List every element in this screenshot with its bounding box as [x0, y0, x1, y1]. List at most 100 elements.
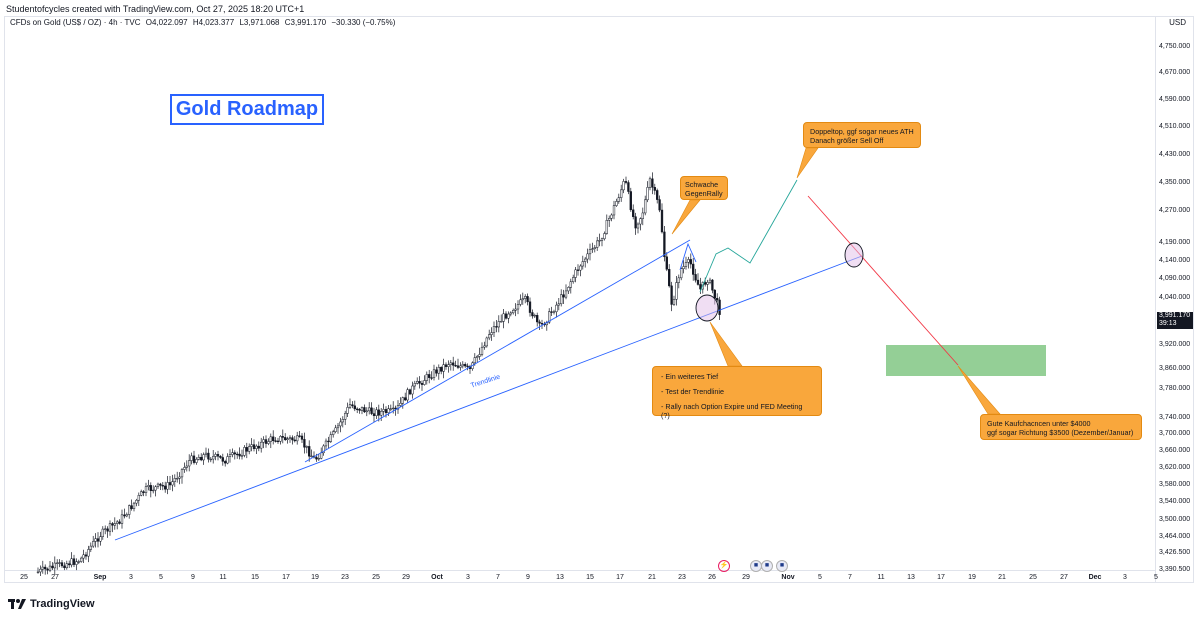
candle-body	[310, 455, 313, 458]
candle-body	[507, 313, 510, 319]
candle-body	[214, 454, 217, 457]
candle-body	[332, 431, 335, 435]
candle-body	[142, 491, 145, 493]
candle-body	[123, 514, 126, 517]
price-axis[interactable]	[1155, 16, 1194, 583]
candle-body	[670, 285, 673, 305]
candle-body	[200, 457, 203, 461]
candle-body	[497, 321, 500, 328]
candle-body	[466, 365, 469, 368]
time-tick: 9	[191, 574, 195, 581]
candle-body	[58, 562, 61, 564]
candle-body	[692, 263, 695, 275]
candle-body	[651, 178, 654, 188]
us-flag-icon[interactable]: ■	[761, 560, 773, 572]
price-tick: 4,270.000	[1159, 207, 1191, 214]
candle-body	[394, 407, 397, 410]
price-tick: 3,620.000	[1159, 464, 1191, 471]
time-tick: 23	[341, 574, 349, 581]
candle-body	[135, 499, 138, 504]
time-tick: 15	[586, 574, 594, 581]
candle-body	[636, 223, 640, 229]
ohlc-low: L3,971.068	[239, 18, 280, 27]
candle-body	[51, 565, 54, 569]
symbol-name[interactable]: CFDs on Gold (US$ / OZ) · 4h · TVC	[10, 18, 141, 27]
candle-body	[140, 491, 143, 496]
candle-body	[708, 279, 712, 283]
chart-frame[interactable]	[4, 16, 1194, 583]
candle-body	[644, 199, 647, 214]
candle-body	[252, 444, 256, 449]
callout-double-top: Doppeltop, ggf sogar neues ATH Danach gr…	[803, 122, 921, 148]
candle-body	[87, 549, 90, 557]
callout-line: ggf sogar Richtung $3500 (Dezember/Janua…	[987, 428, 1134, 437]
ohlc-high: H4,023.377	[192, 18, 235, 27]
candle-body	[660, 209, 664, 233]
callout-line: Schwache	[685, 180, 719, 189]
candle-body	[521, 298, 524, 301]
time-tick: 27	[1060, 574, 1068, 581]
candle-body	[291, 437, 294, 441]
candle-body	[399, 403, 402, 406]
candle-body	[584, 258, 587, 262]
candle-body	[308, 446, 311, 457]
price-tick: 3,660.000	[1159, 447, 1191, 454]
us-flag-icon[interactable]: ■	[776, 560, 788, 572]
time-tick: 11	[219, 574, 227, 581]
candle-body	[574, 269, 577, 278]
candle-body	[444, 364, 448, 367]
candle-body	[572, 277, 575, 282]
time-tick: 9	[526, 574, 530, 581]
candle-body	[245, 447, 248, 452]
candle-body	[617, 197, 620, 202]
candle-body	[706, 282, 709, 285]
candle-body	[437, 367, 440, 374]
candle-body	[524, 296, 527, 299]
candle-body	[351, 404, 354, 407]
callout-line: GegenRally	[685, 189, 723, 198]
time-tick: Nov	[781, 574, 795, 581]
candle-body	[99, 536, 102, 542]
candle-body	[447, 364, 450, 367]
candle-body	[286, 438, 289, 440]
candle-body	[327, 440, 330, 443]
candle-body	[461, 364, 464, 367]
candle-body	[96, 538, 100, 542]
candle-body	[262, 439, 265, 443]
symbol-info: CFDs on Gold (US$ / OZ) · 4h · TVC O4,02…	[10, 18, 398, 27]
candle-body	[315, 456, 318, 460]
candle-body	[36, 571, 40, 573]
candle-body	[120, 514, 124, 524]
callout-new-low: - Ein weiteres Tief - Test der Trendlini…	[652, 366, 822, 420]
candle-body	[680, 268, 683, 279]
price-tick: 4,750.000	[1159, 43, 1191, 50]
candle-body	[269, 436, 272, 442]
candle-body	[118, 521, 121, 524]
callout-line: Danach größer Sell Off	[810, 136, 884, 145]
candle-body	[219, 456, 222, 458]
candle-body	[267, 441, 270, 444]
time-axis[interactable]	[4, 570, 1155, 583]
candle-body	[212, 456, 215, 460]
candle-body	[605, 220, 608, 234]
candle-body	[456, 365, 460, 368]
bolt-icon[interactable]: ⚡	[718, 560, 730, 572]
candle-body	[387, 408, 390, 413]
candle-body	[648, 178, 652, 188]
candle-body	[226, 456, 229, 464]
candle-body	[202, 454, 205, 461]
candle-body	[137, 495, 140, 501]
candle-body	[82, 554, 85, 559]
candle-body	[322, 445, 325, 454]
candle-body	[365, 410, 368, 413]
candle-body	[195, 459, 198, 463]
candle-body	[492, 326, 496, 333]
price-tick: 3,390.500	[1159, 566, 1191, 573]
candle-body	[612, 205, 616, 216]
currency-label[interactable]: USD	[1169, 18, 1186, 27]
tradingview-logo[interactable]: TradingView	[8, 598, 95, 610]
candle-body	[152, 489, 155, 492]
projection-up	[699, 179, 798, 293]
candle-body	[569, 281, 572, 288]
